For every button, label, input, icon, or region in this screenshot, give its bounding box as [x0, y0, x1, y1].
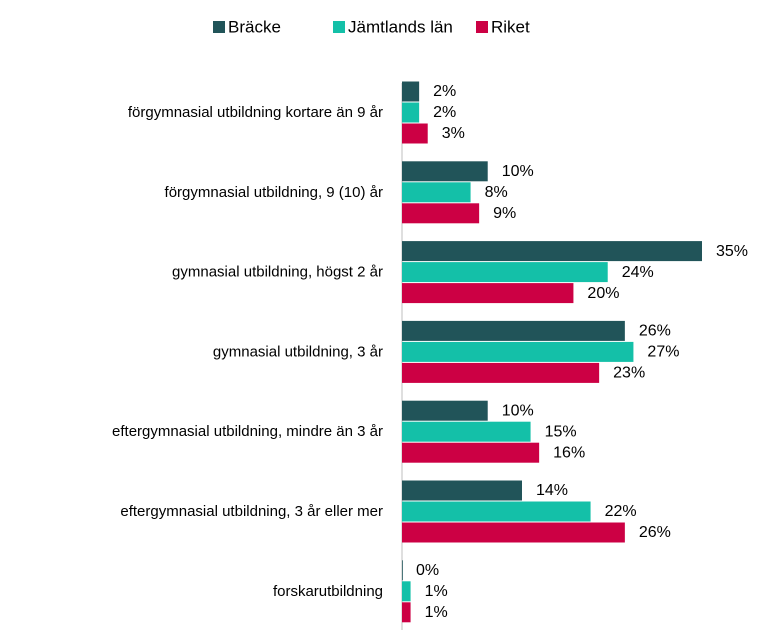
bar [402, 362, 600, 383]
bar [402, 283, 574, 304]
category-label: gymnasial utbildning, högst 2 år [172, 264, 383, 281]
bar [402, 102, 420, 123]
value-label: 27% [647, 344, 679, 361]
bar [402, 123, 428, 144]
value-label: 24% [622, 264, 654, 281]
category-label: eftergymnasial utbildning, 3 år eller me… [120, 503, 383, 520]
bar [402, 602, 411, 623]
bar [402, 161, 488, 182]
value-label: 22% [605, 503, 637, 520]
value-label: 3% [442, 125, 465, 142]
category-label: gymnasial utbildning, 3 år [213, 343, 383, 360]
value-label: 23% [613, 365, 645, 382]
legend-label: Bräcke [228, 17, 281, 36]
bar [402, 182, 471, 203]
value-label: 1% [425, 583, 448, 600]
bar [402, 203, 480, 224]
value-label: 0% [416, 562, 439, 579]
value-label: 26% [639, 323, 671, 340]
value-label: 26% [639, 524, 671, 541]
bar [402, 241, 702, 262]
value-label: 1% [425, 604, 448, 621]
legend-swatch [476, 21, 488, 33]
value-label: 9% [493, 205, 516, 222]
category-label: eftergymnasial utbildning, mindre än 3 å… [112, 423, 383, 440]
value-label: 2% [433, 104, 456, 121]
bar [402, 421, 531, 442]
value-label: 20% [587, 285, 619, 302]
bar [402, 400, 488, 421]
bar [402, 320, 625, 341]
bar [402, 581, 411, 602]
legend-label: Riket [491, 17, 530, 36]
category-label: förgymnasial utbildning kortare än 9 år [128, 104, 383, 121]
value-label: 35% [716, 243, 748, 260]
bar [402, 501, 591, 522]
bar [402, 442, 540, 463]
value-label: 15% [545, 423, 577, 440]
category-label: forskarutbildning [273, 583, 383, 600]
value-label: 10% [502, 402, 534, 419]
value-label: 8% [485, 184, 508, 201]
value-label: 14% [536, 482, 568, 499]
bar [402, 522, 625, 543]
bar [402, 81, 420, 102]
bar [402, 560, 403, 581]
bar [402, 341, 634, 362]
bar [402, 480, 522, 501]
category-label: förgymnasial utbildning, 9 (10) år [165, 184, 383, 201]
value-label: 2% [433, 83, 456, 100]
value-label: 10% [502, 163, 534, 180]
legend-label: Jämtlands län [348, 17, 453, 36]
bar [402, 262, 608, 283]
legend-swatch [213, 21, 225, 33]
value-label: 16% [553, 444, 585, 461]
legend-swatch [333, 21, 345, 33]
